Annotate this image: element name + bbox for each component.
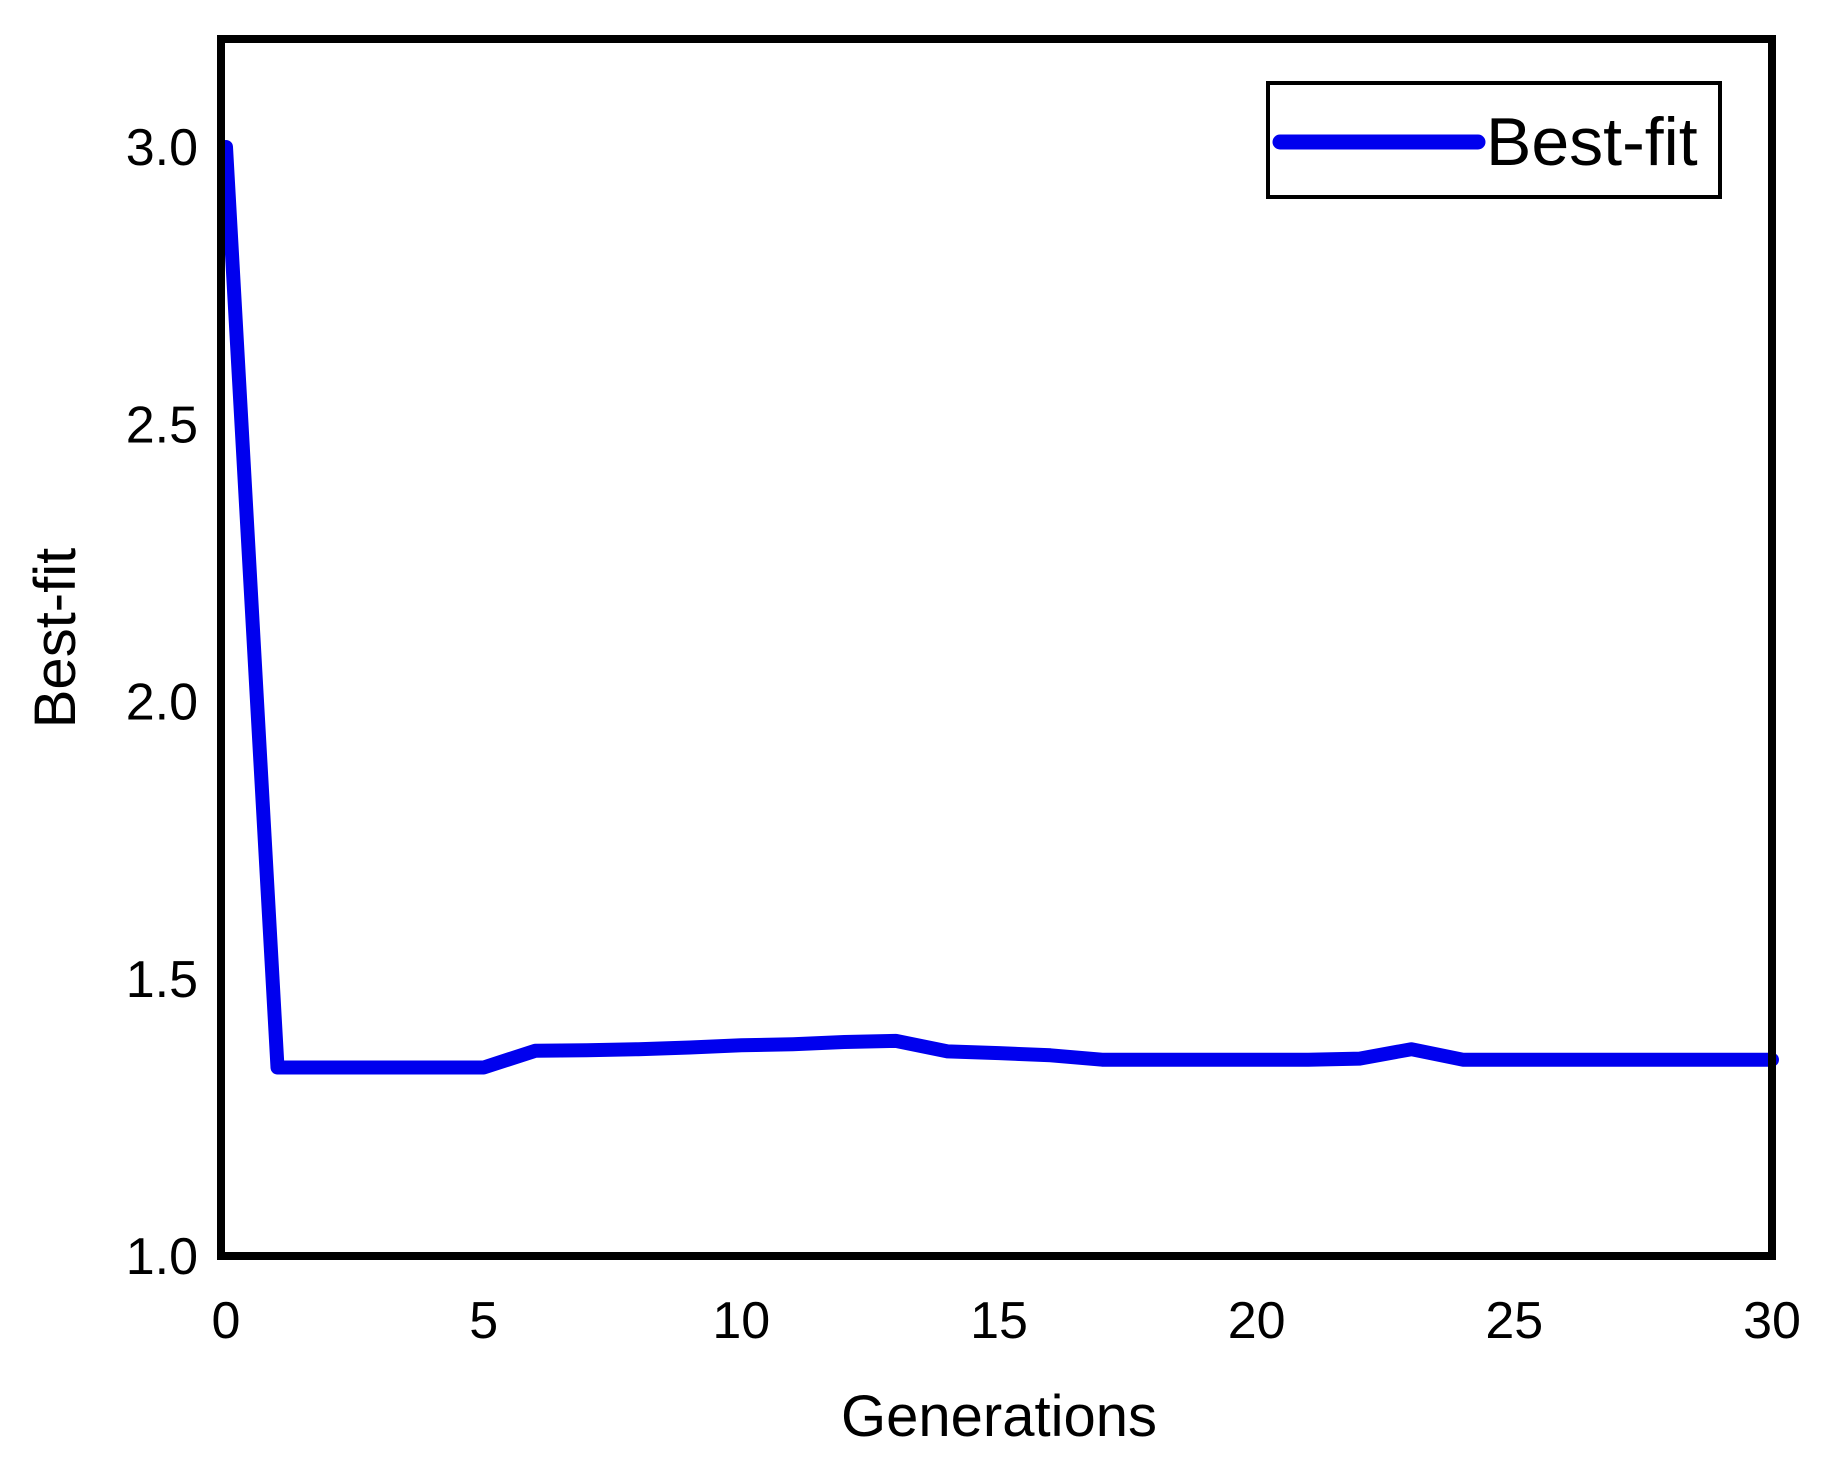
y-axis-title: Best-fit (23, 548, 88, 729)
x-tick-label: 25 (1485, 1292, 1543, 1350)
y-tick-label: 1.0 (126, 1228, 198, 1286)
x-tick-label: 0 (212, 1292, 241, 1350)
x-tick-label: 15 (970, 1292, 1028, 1350)
x-axis-tick-labels: 0 5 10 15 20 25 30 (212, 1292, 1801, 1350)
plot-frame (217, 35, 1776, 1260)
legend: Best-fit (1266, 81, 1722, 199)
best-fit-series-line (219, 140, 1779, 1075)
y-tick-label: 2.0 (126, 674, 198, 732)
x-tick-label: 10 (712, 1292, 770, 1350)
y-tick-label: 2.5 (126, 396, 198, 454)
y-tick-label: 3.0 (126, 119, 198, 177)
x-axis-title: Generations (841, 1384, 1157, 1449)
y-axis-tick-labels: 3.0 2.5 2.0 1.5 1.0 (126, 119, 198, 1286)
x-tick-label: 20 (1228, 1292, 1286, 1350)
x-tick-label: 30 (1743, 1292, 1801, 1350)
x-tick-label: 5 (469, 1292, 498, 1350)
legend-label: Best-fit (1486, 104, 1698, 180)
y-tick-label: 1.5 (126, 951, 198, 1009)
